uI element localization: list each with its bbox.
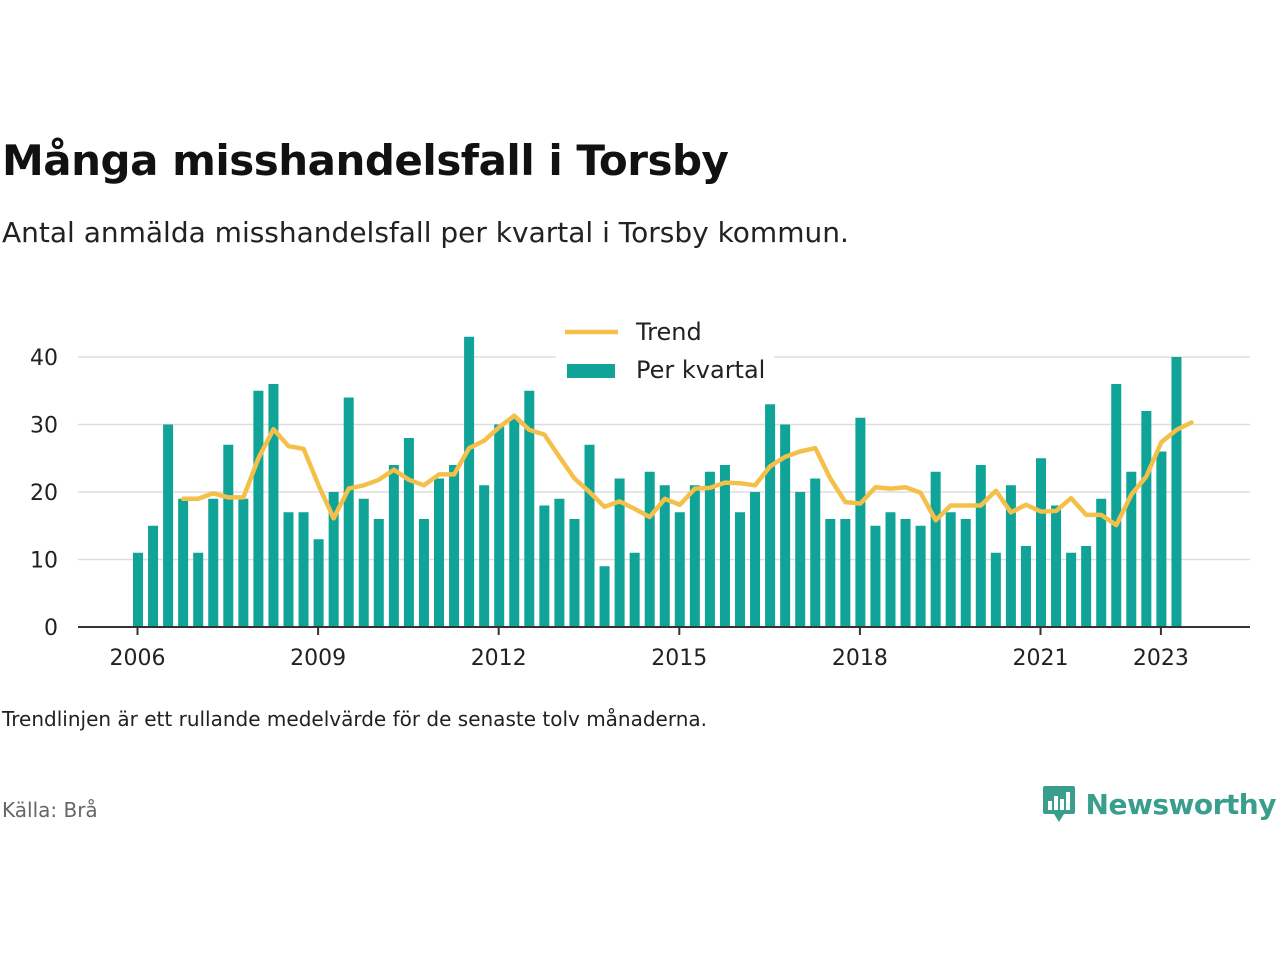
bar: [388, 465, 399, 627]
y-tick-label: 10: [30, 549, 58, 574]
bar: [945, 512, 956, 627]
bar: [298, 512, 309, 627]
legend-bar-swatch: [567, 364, 615, 378]
y-tick-label: 20: [30, 481, 58, 506]
bar: [313, 539, 324, 627]
x-tick-label: 2018: [832, 646, 888, 671]
x-tick-label: 2009: [290, 646, 346, 671]
bar: [238, 498, 249, 627]
bar: [418, 519, 429, 627]
bar: [1036, 458, 1046, 627]
bar: [780, 424, 791, 627]
bar: [524, 390, 535, 627]
y-tick-label: 0: [44, 616, 58, 641]
bar: [990, 552, 1001, 627]
bar-line-chart: 0 10 20 30 40 2006 2009 2012 2015 2018 2021 2023 Tre…: [30, 314, 1250, 671]
legend-bar-label: Per kvartal: [636, 356, 765, 384]
bar: [1051, 505, 1062, 627]
bar: [870, 525, 881, 627]
bar: [599, 566, 610, 627]
bar: [464, 336, 475, 627]
brand-name: Newsworthy: [1085, 787, 1277, 821]
bar: [1081, 546, 1092, 627]
newsworthy-logo-icon: [1042, 786, 1075, 822]
bar: [1126, 471, 1137, 627]
bar: [1141, 411, 1152, 627]
bar: [644, 471, 655, 627]
bar: [494, 424, 505, 627]
bar: [554, 498, 565, 627]
x-tick-label: 2021: [1013, 646, 1069, 671]
source-credit: Källa: Brå: [2, 798, 98, 822]
bar: [689, 485, 700, 627]
bar: [659, 485, 670, 627]
bar: [840, 519, 851, 627]
bar: [328, 492, 339, 627]
bar: [569, 519, 580, 627]
bar: [1066, 552, 1077, 627]
bar: [403, 438, 414, 627]
bar: [795, 492, 806, 627]
x-tick-label: 2006: [110, 646, 166, 671]
legend-trend-label: Trend: [635, 318, 702, 346]
bar: [1020, 546, 1031, 627]
bar: [900, 519, 911, 627]
bar: [268, 384, 279, 627]
bar: [674, 512, 685, 627]
bar: [193, 552, 204, 627]
bar: [614, 478, 625, 627]
x-tick-label: 2023: [1133, 646, 1189, 671]
y-tick-label: 40: [30, 346, 58, 371]
bar: [208, 498, 219, 627]
bar: [750, 492, 761, 627]
bar: [629, 552, 640, 627]
bar: [915, 525, 926, 627]
trend-note: Trendlinjen är ett rullande medelvärde f…: [2, 707, 708, 731]
bar: [434, 478, 444, 627]
bar: [584, 444, 595, 627]
bar: [373, 519, 384, 627]
bar: [1005, 485, 1016, 627]
bar: [253, 390, 264, 627]
chart-title: Många misshandelsfall i Torsby: [2, 136, 729, 185]
bar: [735, 512, 745, 627]
bar: [960, 519, 971, 627]
brand-logo[interactable]: Newsworthy: [1042, 784, 1277, 824]
bar: [479, 485, 490, 627]
bar: [704, 471, 715, 627]
bar: [1171, 357, 1182, 627]
bar: [449, 465, 460, 627]
bar: [283, 512, 294, 627]
bar: [1156, 451, 1167, 627]
bar: [855, 417, 866, 627]
y-tick-label: 30: [30, 414, 58, 439]
bar: [539, 505, 550, 627]
bar: [509, 417, 520, 627]
bar: [825, 519, 836, 627]
legend-background: [556, 314, 774, 394]
bar: [975, 465, 986, 627]
trend-line: [180, 413, 1194, 528]
bar: [343, 397, 354, 627]
x-tick-label: 2015: [651, 646, 707, 671]
bar: [148, 525, 159, 627]
bar: [719, 465, 730, 627]
bar: [810, 478, 821, 627]
bar: [358, 498, 369, 627]
bar: [133, 552, 143, 627]
bar: [163, 424, 174, 627]
bar: [1111, 384, 1122, 627]
bar: [930, 471, 941, 627]
bar: [765, 404, 776, 627]
bar: [885, 512, 896, 627]
x-tick-label: 2012: [471, 646, 527, 671]
bar: [178, 498, 189, 627]
bar: [223, 444, 234, 627]
bar: [1096, 498, 1107, 627]
chart-subtitle: Antal anmälda misshandelsfall per kvarta…: [2, 216, 849, 249]
